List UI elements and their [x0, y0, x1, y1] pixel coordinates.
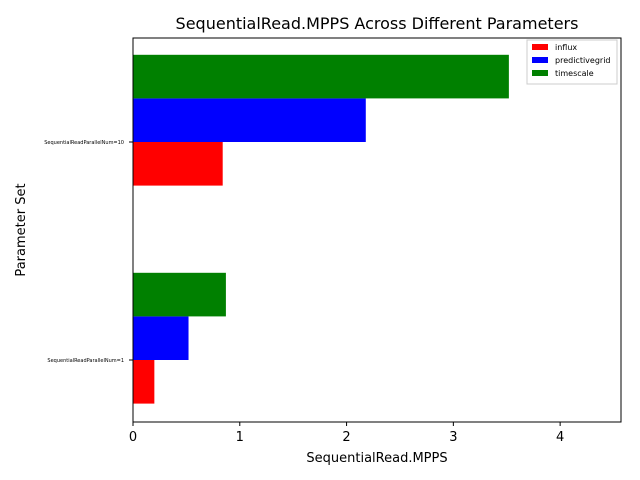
x-tick-label-3: 3 — [449, 430, 457, 445]
bar-timescale-1 — [133, 54, 509, 99]
x-axis-label: SequentialRead.MPPS — [306, 451, 447, 466]
y-tick-label-1: SequentialReadParallelNum=10 — [44, 140, 124, 146]
legend-swatch-timescale — [532, 70, 548, 76]
legend: influx predictivegrid timescale — [526, 39, 618, 85]
y-axis-label: Parameter Set — [14, 183, 29, 276]
legend-label-predictivegrid: predictivegrid — [555, 56, 611, 65]
bar-influx-1 — [133, 142, 223, 186]
x-tick-label-0: 0 — [129, 430, 137, 445]
x-tick-label-1: 1 — [236, 430, 244, 445]
x-axis: 0 1 2 3 4 — [129, 422, 564, 445]
bar-influx-0 — [133, 360, 155, 404]
chart-title: SequentialRead.MPPS Across Different Par… — [176, 14, 579, 33]
legend-label-timescale: timescale — [555, 69, 594, 78]
legend-label-influx: influx — [555, 43, 577, 52]
y-axis: SequentialReadParallelNum=1 SequentialRea… — [44, 140, 133, 364]
bar-timescale-0 — [133, 272, 226, 317]
x-tick-label-4: 4 — [556, 430, 564, 445]
plot-area — [133, 54, 509, 404]
x-tick-label-2: 2 — [342, 430, 350, 445]
y-tick-label-0: SequentialReadParallelNum=1 — [47, 358, 124, 364]
legend-swatch-influx — [532, 44, 548, 50]
legend-swatch-predictivegrid — [532, 57, 548, 63]
plot-frame — [132, 37, 622, 423]
bar-predictivegrid-0 — [133, 316, 189, 360]
bar-predictivegrid-1 — [133, 98, 366, 142]
